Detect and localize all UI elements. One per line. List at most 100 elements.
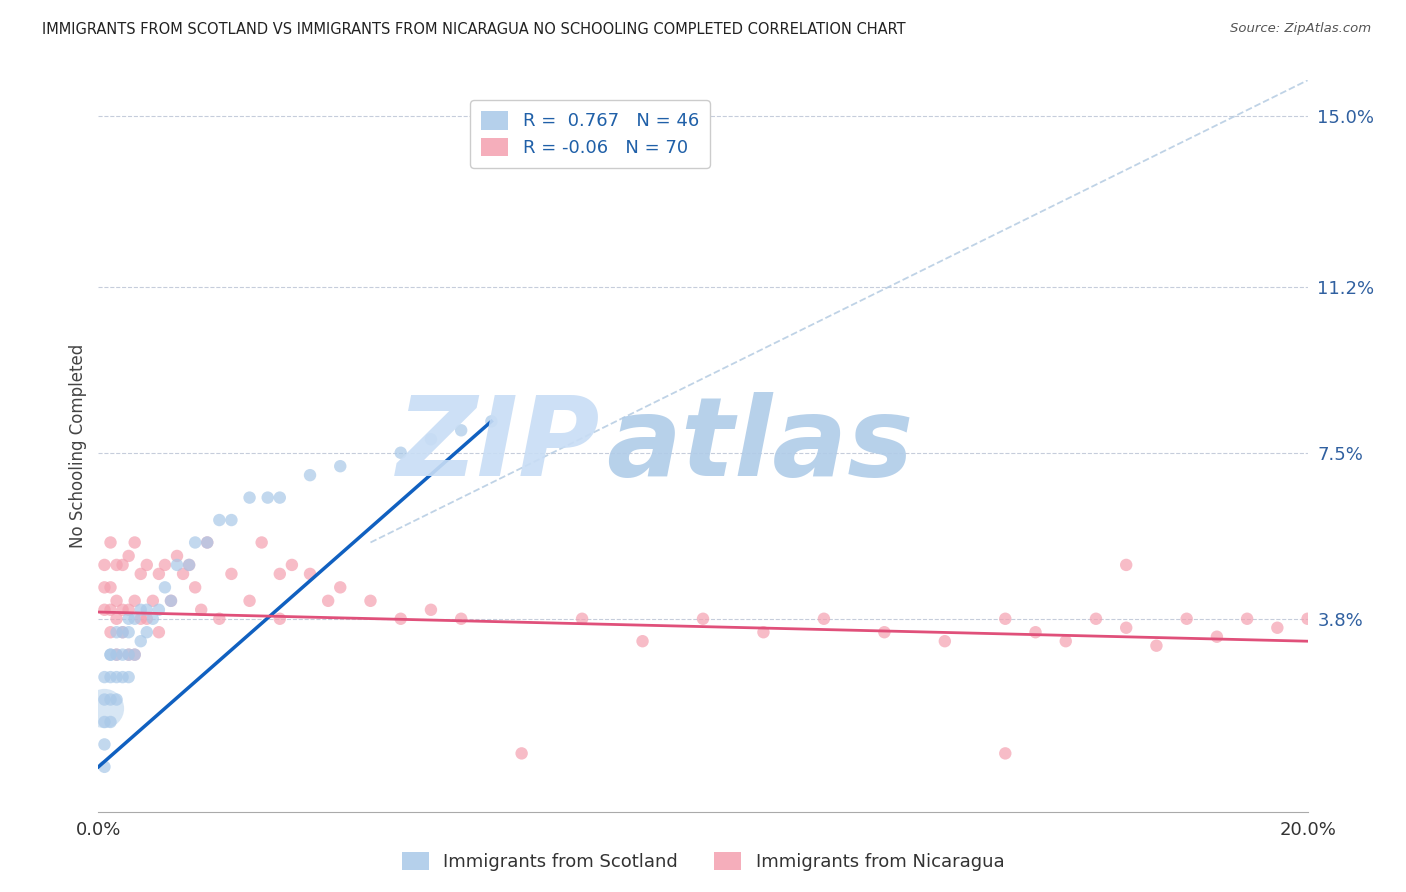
Y-axis label: No Schooling Completed: No Schooling Completed [69, 344, 87, 548]
Point [124, 648, 146, 662]
Point [118, 603, 141, 617]
Point [752, 625, 775, 640]
Point [148, 566, 170, 581]
Point [111, 625, 134, 640]
Point [93, 692, 115, 706]
Point [631, 634, 654, 648]
Point [111, 648, 134, 662]
Point [994, 612, 1017, 626]
Point [118, 612, 141, 626]
Point [93, 603, 115, 617]
Text: atlas: atlas [606, 392, 914, 500]
Point [1206, 630, 1229, 644]
Point [420, 603, 443, 617]
Point [934, 634, 956, 648]
Point [93, 580, 115, 594]
Point [269, 491, 291, 505]
Point [100, 648, 122, 662]
Point [250, 535, 273, 549]
Point [450, 612, 472, 626]
Point [111, 625, 134, 640]
Point [179, 558, 201, 572]
Point [208, 513, 231, 527]
Point [239, 491, 262, 505]
Point [190, 603, 212, 617]
Point [118, 670, 141, 684]
Point [1115, 558, 1137, 572]
Point [148, 603, 170, 617]
Point [111, 670, 134, 684]
Point [124, 535, 146, 549]
Point [135, 603, 157, 617]
Point [100, 648, 122, 662]
Point [166, 558, 188, 572]
Point [269, 612, 291, 626]
Point [195, 535, 218, 549]
Point [100, 670, 122, 684]
Point [105, 648, 128, 662]
Point [692, 612, 714, 626]
Point [281, 558, 304, 572]
Point [184, 580, 207, 594]
Point [153, 580, 176, 594]
Point [135, 612, 157, 626]
Point [100, 603, 122, 617]
Point [1175, 612, 1198, 626]
Point [510, 747, 533, 761]
Point [316, 594, 339, 608]
Point [256, 491, 278, 505]
Point [105, 670, 128, 684]
Point [329, 580, 352, 594]
Point [100, 625, 122, 640]
Point [1085, 612, 1108, 626]
Point [93, 558, 115, 572]
Point [93, 738, 115, 752]
Point [105, 594, 128, 608]
Point [389, 612, 412, 626]
Point [111, 558, 134, 572]
Text: ZIP: ZIP [396, 392, 600, 500]
Legend: R =  0.767   N = 46, R = -0.06   N = 70: R = 0.767 N = 46, R = -0.06 N = 70 [470, 100, 710, 168]
Point [105, 692, 128, 706]
Point [105, 648, 128, 662]
Point [239, 594, 262, 608]
Point [93, 760, 115, 774]
Point [994, 747, 1017, 761]
Point [135, 625, 157, 640]
Point [172, 566, 194, 581]
Point [124, 612, 146, 626]
Point [100, 535, 122, 549]
Point [105, 625, 128, 640]
Point [129, 612, 152, 626]
Point [129, 566, 152, 581]
Legend: Immigrants from Scotland, Immigrants from Nicaragua: Immigrants from Scotland, Immigrants fro… [395, 845, 1011, 879]
Point [420, 432, 443, 446]
Point [1296, 612, 1319, 626]
Point [299, 468, 322, 483]
Point [389, 446, 412, 460]
Point [184, 535, 207, 549]
Point [450, 423, 472, 437]
Point [129, 634, 152, 648]
Point [100, 714, 122, 729]
Point [1144, 639, 1167, 653]
Point [1236, 612, 1258, 626]
Point [1267, 621, 1289, 635]
Point [153, 558, 176, 572]
Point [100, 580, 122, 594]
Point [221, 566, 243, 581]
Point [873, 625, 896, 640]
Point [124, 648, 146, 662]
Point [179, 558, 201, 572]
Point [148, 625, 170, 640]
Point [105, 558, 128, 572]
Point [1115, 621, 1137, 635]
Point [93, 670, 115, 684]
Point [813, 612, 835, 626]
Point [100, 692, 122, 706]
Point [160, 594, 183, 608]
Point [118, 625, 141, 640]
Point [360, 594, 382, 608]
Text: Source: ZipAtlas.com: Source: ZipAtlas.com [1230, 22, 1371, 36]
Point [481, 414, 503, 428]
